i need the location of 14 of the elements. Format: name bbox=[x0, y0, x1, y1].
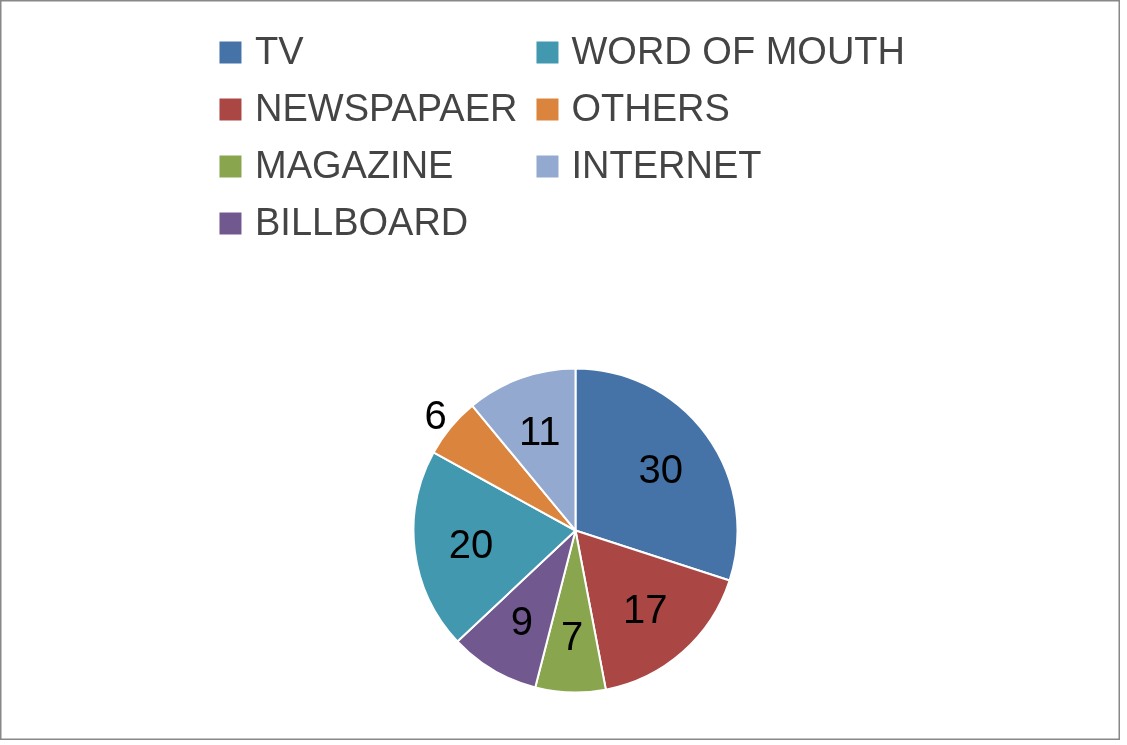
legend-label: OTHERS bbox=[571, 87, 730, 130]
legend-label: BILLBOARD bbox=[254, 201, 469, 244]
data-label: 17 bbox=[622, 587, 668, 632]
data-label: 11 bbox=[519, 409, 561, 454]
data-label: 6 bbox=[424, 392, 447, 437]
legend-label: MAGAZINE bbox=[254, 144, 454, 187]
data-label: 20 bbox=[448, 521, 494, 566]
legend-label: NEWSPAPAER bbox=[254, 87, 518, 130]
data-label: 7 bbox=[561, 613, 584, 658]
data-label: 30 bbox=[638, 446, 683, 491]
legend-label: TV bbox=[254, 30, 304, 73]
data-label: 9 bbox=[510, 599, 534, 644]
legend-label: WORD OF MOUTH bbox=[571, 30, 906, 73]
legend-label: INTERNET bbox=[571, 144, 762, 187]
